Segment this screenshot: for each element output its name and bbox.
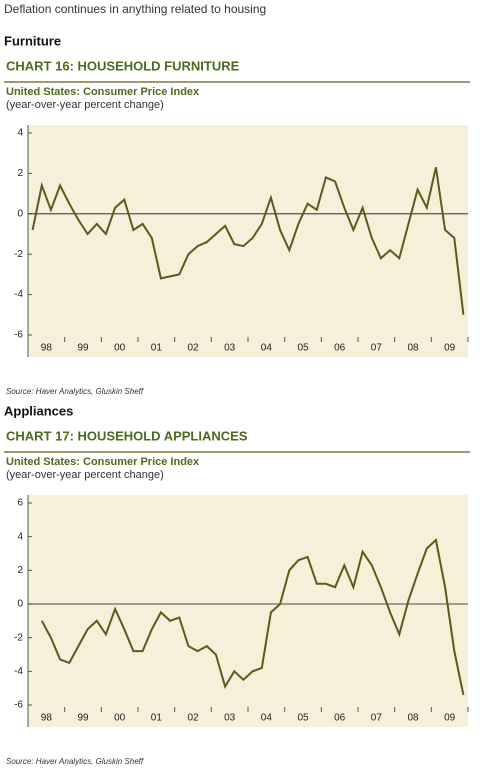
x-tick-label: 01 — [151, 713, 163, 724]
y-tick-label: 4 — [17, 531, 23, 542]
y-tick-label: -6 — [14, 330, 23, 341]
x-tick-label: 04 — [261, 713, 273, 724]
chart-subtitle: United States: Consumer Price Index — [6, 456, 200, 468]
y-tick-label: 0 — [17, 208, 23, 219]
chart-title: CHART 16: HOUSEHOLD FURNITURE — [6, 58, 240, 73]
y-tick-label: -6 — [14, 700, 23, 711]
y-tick-label: -2 — [14, 249, 23, 260]
data-line — [31, 167, 465, 315]
y-axis-label: (year-over-year percent change) — [6, 469, 164, 481]
x-tick-label: 02 — [187, 713, 199, 724]
x-tick-label: 09 — [444, 343, 456, 354]
y-tick-label: 0 — [17, 599, 23, 610]
x-tick-label: 05 — [297, 713, 309, 724]
x-tick-label: 07 — [371, 343, 383, 354]
y-tick-label: 6 — [17, 498, 23, 509]
y-tick-label: 2 — [17, 565, 23, 576]
data-line — [40, 538, 465, 696]
y-tick-label: 2 — [17, 168, 23, 179]
chart-title: CHART 17: HOUSEHOLD APPLIANCES — [6, 428, 248, 443]
x-tick-label: 99 — [77, 343, 89, 354]
x-tick-label: 99 — [77, 713, 89, 724]
x-tick-label: 08 — [407, 343, 419, 354]
section-title: Appliances — [4, 403, 73, 418]
y-tick-label: -4 — [14, 666, 23, 677]
y-axis-label: (year-over-year percent change) — [6, 99, 164, 111]
y-tick-label: -4 — [14, 289, 23, 300]
x-tick-label: 00 — [114, 343, 126, 354]
x-tick-label: 03 — [224, 713, 236, 724]
page-heading: Deflation continues in anything related … — [4, 2, 266, 16]
x-tick-label: 08 — [407, 713, 419, 724]
y-tick-label: -2 — [14, 632, 23, 643]
chart-subtitle: United States: Consumer Price Index — [6, 86, 200, 98]
x-tick-label: 05 — [297, 343, 309, 354]
x-tick-label: 98 — [41, 343, 53, 354]
plot-background — [28, 495, 468, 727]
x-tick-label: 02 — [187, 343, 199, 354]
source-note: Source: Haver Analytics, Gluskin Sheff — [6, 387, 144, 396]
x-tick-label: 03 — [224, 343, 236, 354]
x-tick-label: 07 — [371, 713, 383, 724]
x-tick-label: 98 — [41, 713, 53, 724]
x-tick-label: 06 — [334, 343, 346, 354]
section-title: Furniture — [4, 33, 61, 48]
source-note: Source: Haver Analytics, Gluskin Sheff — [6, 757, 144, 766]
x-tick-label: 00 — [114, 713, 126, 724]
x-tick-label: 04 — [261, 343, 273, 354]
x-tick-label: 06 — [334, 713, 346, 724]
x-tick-label: 09 — [444, 713, 456, 724]
x-tick-label: 01 — [151, 343, 163, 354]
y-tick-label: 4 — [17, 128, 23, 139]
